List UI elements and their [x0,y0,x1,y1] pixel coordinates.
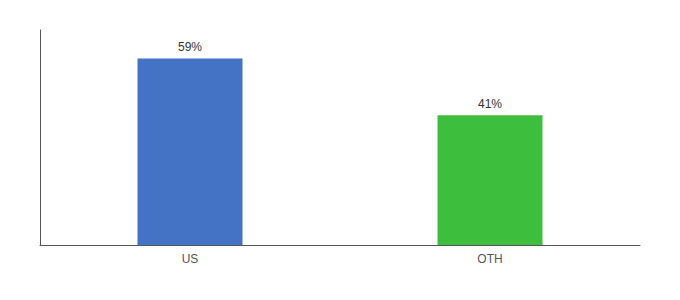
svg-text:US: US [182,252,199,266]
svg-text:59%: 59% [178,40,202,54]
svg-text:OTH: OTH [477,252,502,266]
svg-text:41%: 41% [478,97,502,111]
